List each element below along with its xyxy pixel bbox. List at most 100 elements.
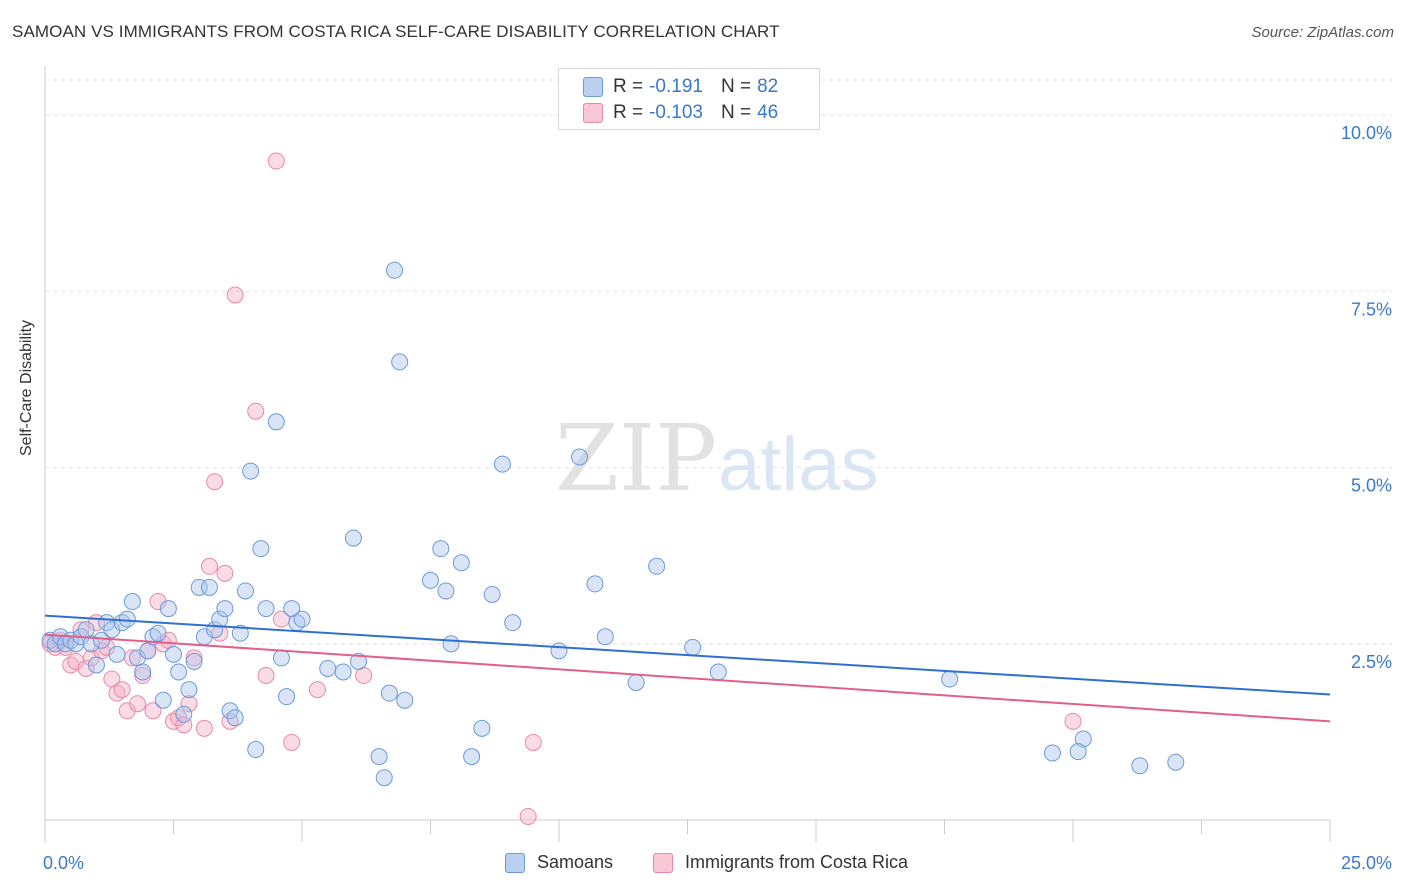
samoan-point xyxy=(278,688,296,706)
samoan-point xyxy=(93,631,111,649)
legend-n-label: N = xyxy=(720,76,752,97)
legend-r-value: -0.191 xyxy=(649,76,703,97)
series-legend: Samoans Immigrants from Costa Rica xyxy=(0,852,1406,878)
samoan-point xyxy=(370,748,388,766)
costa-rica-point xyxy=(149,593,167,611)
samoan-point xyxy=(165,645,182,663)
samoan-points xyxy=(41,261,1185,787)
y-axis-label: Self-Care Disability xyxy=(18,319,35,456)
costa-rica-point xyxy=(283,733,301,751)
legend-row-samoans: R = -0.191 N = 82 xyxy=(583,76,778,98)
samoan-point xyxy=(149,624,167,642)
y-tick-label: 10.0% xyxy=(1341,123,1392,143)
samoan-point xyxy=(648,557,666,575)
samoan-point xyxy=(334,663,352,681)
costa-rica-point xyxy=(144,702,162,720)
costa-rica-point xyxy=(267,152,285,170)
samoan-point xyxy=(108,645,126,663)
legend-r-label: R = xyxy=(613,76,644,97)
samoan-point xyxy=(350,652,368,670)
y-tick-label: 7.5% xyxy=(1351,299,1392,319)
samoan-point xyxy=(1167,753,1185,771)
samoan-point xyxy=(154,691,172,709)
samoan-point xyxy=(103,621,121,639)
samoan-point xyxy=(185,652,203,670)
samoan-point xyxy=(231,624,249,642)
samoan-point xyxy=(216,600,234,618)
samoan-point xyxy=(375,769,393,787)
watermark: ZIP atlas xyxy=(555,405,879,512)
samoan-point xyxy=(684,638,702,656)
samoan-point xyxy=(1131,757,1149,775)
costa-rica-point xyxy=(1064,712,1082,730)
legend-n-label: N = xyxy=(720,102,752,123)
axes xyxy=(44,66,1331,842)
trend-line-costa-rica xyxy=(44,633,1331,723)
samoan-point xyxy=(87,656,105,674)
y-tick-label: 5.0% xyxy=(1351,476,1392,496)
samoan-point xyxy=(267,413,285,431)
samoan-point xyxy=(422,571,439,589)
samoan-point xyxy=(941,670,959,688)
samoan-point xyxy=(1043,744,1061,762)
samoan-point xyxy=(386,261,404,279)
samoan-point xyxy=(391,353,409,371)
samoan-point xyxy=(190,578,208,596)
samoan-point xyxy=(452,554,470,572)
samoan-point xyxy=(180,681,198,699)
samoan-point xyxy=(432,540,450,558)
samoan-point xyxy=(82,635,100,653)
costa-rica-point xyxy=(195,719,213,737)
samoan-point xyxy=(571,448,589,466)
samoan-point xyxy=(627,674,645,692)
watermark-zip: ZIP xyxy=(555,405,717,512)
samoan-point xyxy=(1069,743,1087,761)
samoan-point xyxy=(483,585,501,603)
grid-lines xyxy=(45,79,1392,645)
samoan-point xyxy=(709,663,727,681)
costa-rica-point xyxy=(185,649,203,667)
legend-item-samoans: Samoans xyxy=(505,852,613,873)
samoan-point xyxy=(272,649,290,667)
samoan-point xyxy=(175,705,193,723)
samoan-point xyxy=(586,575,604,593)
costa-rica-point xyxy=(77,659,95,677)
samoan-point xyxy=(134,663,152,681)
legend-r-label: R = xyxy=(613,102,644,123)
samoan-point xyxy=(473,719,491,737)
samoan-point xyxy=(463,748,481,766)
samoan-point xyxy=(118,610,136,628)
costa-rica-point xyxy=(257,667,275,685)
legend-item-costa-rica: Immigrants from Costa Rica xyxy=(653,852,908,873)
costa-rica-point xyxy=(200,557,218,575)
trend-line-samoans xyxy=(44,614,1331,696)
legend-n-value: 82 xyxy=(757,76,779,97)
samoan-point xyxy=(242,462,260,480)
costa-rica-point xyxy=(226,286,244,304)
y-tick-label: 2.5% xyxy=(1351,652,1392,672)
samoan-point xyxy=(236,582,254,600)
legend-swatch-costa-rica xyxy=(653,852,673,873)
costa-rica-point xyxy=(134,667,152,685)
tick-labels: 2.5% 5.0% 7.5% 10.0% 0.0% 25.0% xyxy=(43,123,1392,873)
costa-rica-point xyxy=(247,402,265,420)
samoan-point xyxy=(139,642,157,660)
chart-title: SAMOAN VS IMMIGRANTS FROM COSTA RICA SEL… xyxy=(12,22,780,41)
legend-label-costa-rica: Immigrants from Costa Rica xyxy=(685,852,909,872)
samoan-point xyxy=(257,600,275,618)
costa-rica-point xyxy=(129,695,147,713)
samoan-point xyxy=(123,593,141,611)
samoan-point xyxy=(493,455,511,473)
source-label: Source: ZipAtlas.com xyxy=(1251,24,1394,41)
x-tick-label: 0.0% xyxy=(43,853,84,873)
samoan-point xyxy=(396,691,414,709)
legend-row-costa-rica: R = -0.103 N = 46 xyxy=(583,102,778,124)
correlation-legend: R = -0.191 N = 82 R = -0.103 N = 46 xyxy=(558,68,820,130)
legend-swatch-costa-rica xyxy=(583,103,603,123)
watermark-atlas: atlas xyxy=(718,422,879,507)
costa-rica-point xyxy=(355,667,373,685)
legend-label-samoans: Samoans xyxy=(537,852,614,872)
samoan-point xyxy=(319,659,337,677)
samoan-point xyxy=(380,684,398,702)
